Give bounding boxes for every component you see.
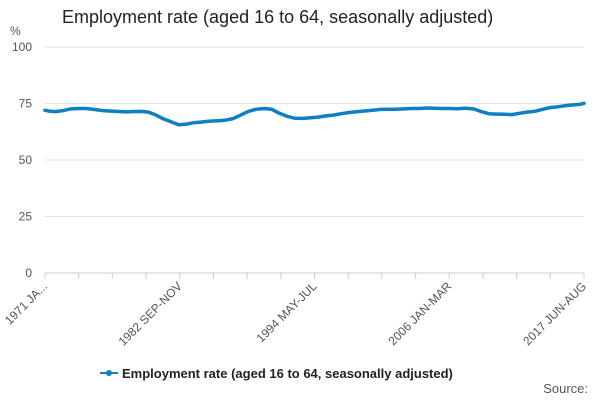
x-tick-label: 1982 SEP-NOV <box>116 279 185 348</box>
legend-label: Employment rate (aged 16 to 64, seasonal… <box>122 366 453 381</box>
x-axis-tick-labels: 1971 JA... 1982 SEP-NOV 1994 MAY-JUL 2006 J… <box>2 279 589 349</box>
y-axis-ticks: 0 25 50 75 100 <box>12 40 32 280</box>
legend: Employment rate (aged 16 to 64, seasonal… <box>100 366 453 381</box>
y-tick-label: 0 <box>25 266 32 280</box>
y-tick-label: 50 <box>19 153 33 167</box>
x-tick-label: 2006 JAN-MAR <box>386 279 455 348</box>
series-group <box>43 101 586 127</box>
y-tick-label: 75 <box>19 97 33 111</box>
y-tick-label: 25 <box>19 210 33 224</box>
x-tick-label: 1971 JA... <box>2 279 50 327</box>
chart-title: Employment rate (aged 16 to 64, seasonal… <box>62 7 494 27</box>
source-label: Source: <box>543 381 588 396</box>
x-tick-label: 1994 MAY-JUL <box>254 279 320 345</box>
x-tick-label: 2017 JUN-AUG <box>520 279 589 348</box>
x-axis <box>44 272 585 279</box>
y-tick-label: 100 <box>12 40 32 54</box>
series-line-0 <box>43 101 586 127</box>
legend-dot-marker <box>106 370 112 376</box>
y-axis-unit-label: % <box>10 24 21 38</box>
gridlines <box>45 46 584 217</box>
